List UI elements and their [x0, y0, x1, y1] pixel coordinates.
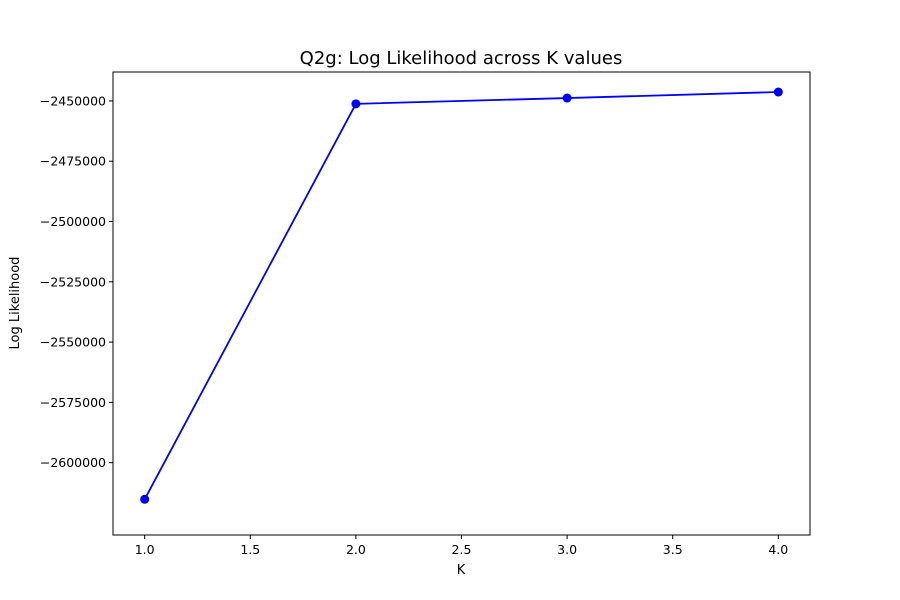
- y-tick-label: −2525000: [40, 274, 106, 289]
- x-tick-label: 1.0: [135, 542, 155, 557]
- data-point: [563, 94, 572, 103]
- x-tick-label: 3.0: [557, 542, 577, 557]
- x-axis-label: K: [457, 563, 466, 578]
- y-tick-label: −2450000: [40, 93, 106, 108]
- y-tick-label: −2600000: [40, 455, 106, 470]
- data-point: [140, 495, 149, 504]
- x-tick-label: 2.0: [346, 542, 366, 557]
- x-tick-label: 4.0: [768, 542, 788, 557]
- y-tick-label: −2550000: [40, 335, 106, 350]
- series-line: [145, 92, 779, 499]
- data-point: [774, 88, 783, 97]
- chart-title: Q2g: Log Likelihood across K values: [300, 48, 623, 69]
- y-axis-label: Log Likelihood: [8, 257, 23, 350]
- x-axis: 1.0 1.5 2.0 2.5 3.0 3.5 4.0: [135, 535, 789, 557]
- x-tick-label: 1.5: [240, 542, 260, 557]
- plot-area: [113, 72, 810, 535]
- x-tick-label: 3.5: [663, 542, 683, 557]
- series-group: [140, 88, 783, 504]
- x-tick-label: 2.5: [452, 542, 472, 557]
- y-axis: −2450000 −2475000 −2500000 −2525000 −2550000…: [40, 93, 113, 470]
- data-point: [351, 99, 360, 108]
- y-tick-label: −2500000: [40, 214, 106, 229]
- y-tick-label: −2475000: [40, 154, 106, 169]
- y-tick-label: −2575000: [40, 395, 106, 410]
